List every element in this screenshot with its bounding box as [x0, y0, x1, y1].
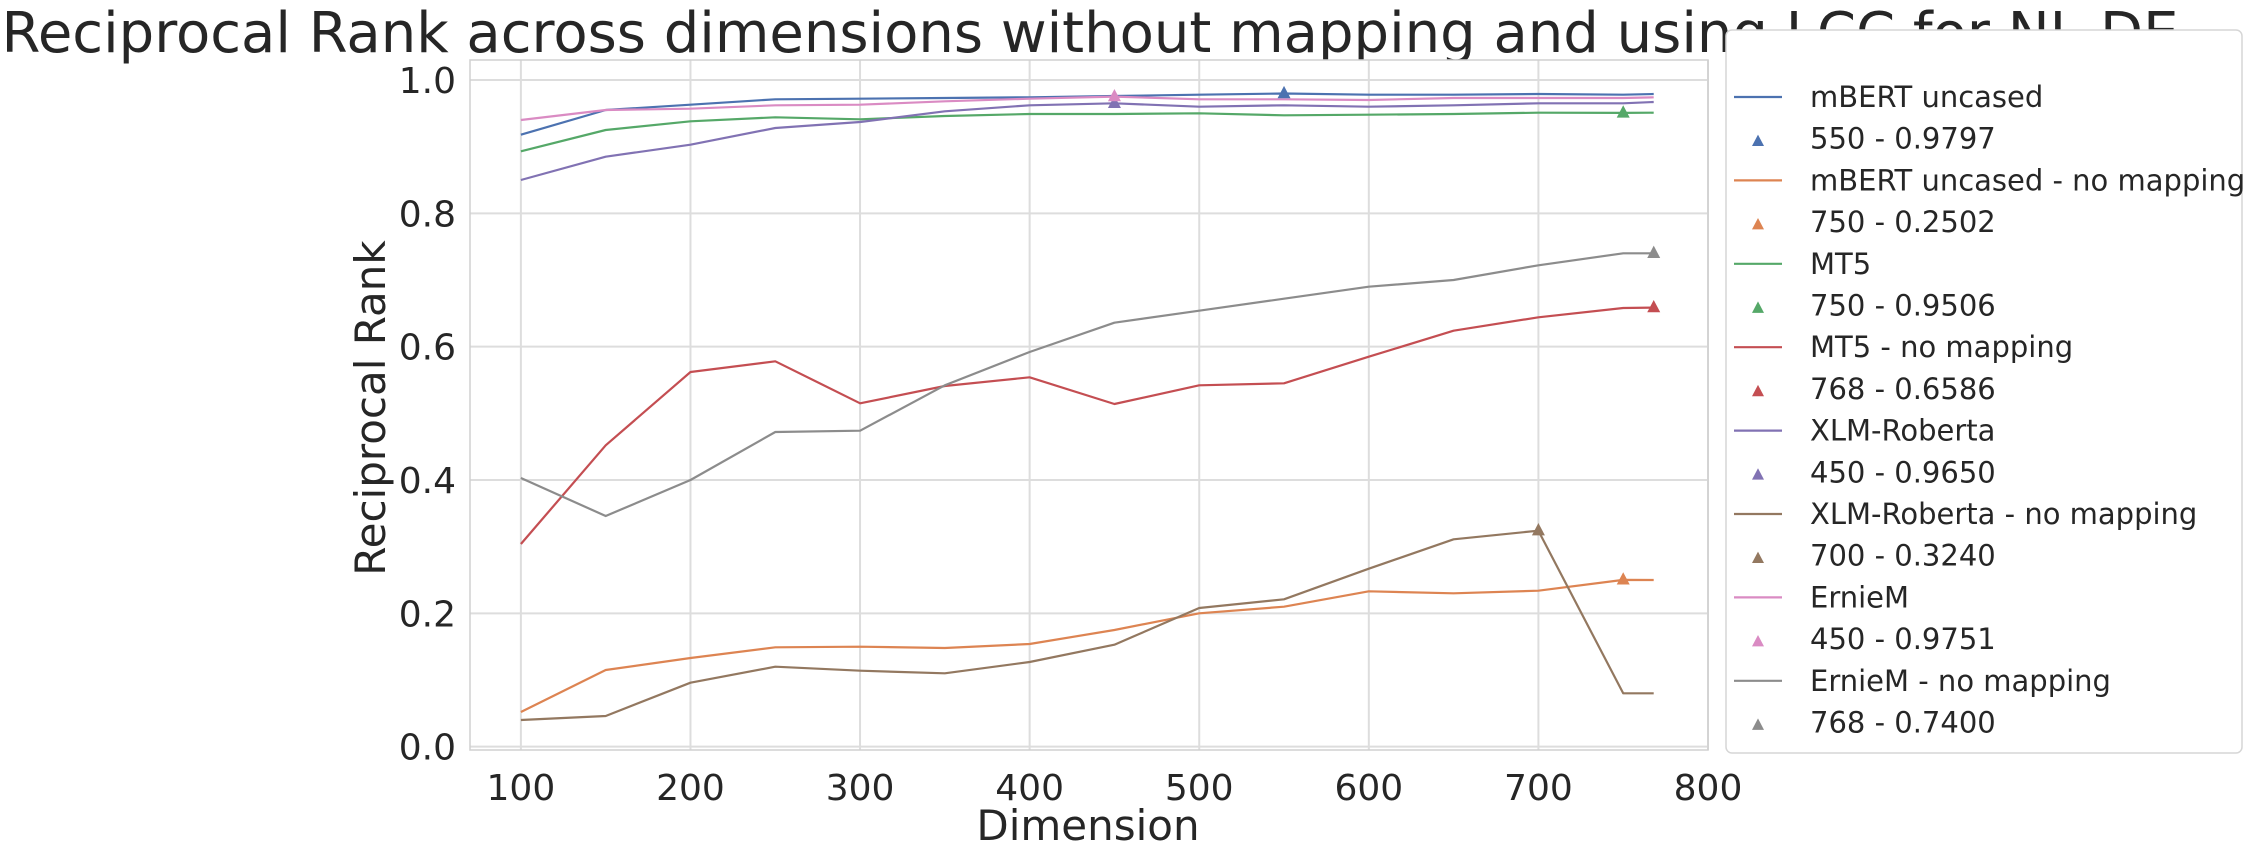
legend-label: XLM-Roberta - no mapping: [1810, 497, 2197, 531]
series-markers: [1107, 85, 1661, 585]
series-line: [520, 306, 1654, 545]
series-marker: [1531, 523, 1545, 536]
x-tick-label: 300: [826, 768, 895, 809]
legend-label: MT5 - no mapping: [1810, 330, 2073, 364]
legend-label: MT5: [1810, 247, 1871, 281]
legend-marker-swatch: [1752, 718, 1764, 730]
y-tick-label: 0.4: [399, 461, 456, 502]
x-axis-label: Dimension: [976, 801, 1199, 850]
legend-label: mBERT uncased: [1810, 80, 2043, 114]
series-marker: [1107, 95, 1121, 109]
legend-label: ErnieM: [1810, 580, 1909, 614]
x-tick-label: 800: [1674, 768, 1743, 809]
x-tick-label: 700: [1504, 768, 1573, 809]
legend-label: 450 - 0.9650: [1810, 455, 1996, 489]
legend-label: mBERT uncased - no mapping: [1810, 163, 2245, 197]
legend-marker-swatch: [1752, 551, 1764, 564]
series-line: [520, 578, 1654, 713]
legend: mBERT uncased 550 - 0.9797 mBERT uncased -…: [1725, 29, 2245, 754]
x-tick-label: 600: [1334, 768, 1403, 809]
legend-marker-swatch: [1752, 635, 1764, 647]
y-tick-label: 0.2: [399, 594, 456, 635]
series-marker: [1647, 245, 1661, 259]
y-tick-label: 1.0: [399, 61, 456, 102]
legend-marker-swatch: [1752, 301, 1764, 313]
x-tick-label: 100: [487, 768, 556, 809]
series-marker: [1616, 105, 1630, 118]
series-marker: [1107, 88, 1121, 102]
legend-label: 550 - 0.9797: [1810, 122, 1996, 156]
legend-label: 768 - 0.6586: [1810, 372, 1996, 406]
series-line: [520, 111, 1654, 153]
series-marker: [1647, 299, 1661, 313]
plot-area: [469, 59, 1709, 751]
legend-box: [1725, 29, 2243, 754]
legend-label: 750 - 0.9506: [1810, 289, 1996, 323]
y-tick-label: 0.6: [399, 328, 456, 369]
y-axis-label: Reciprocal Rank: [346, 240, 395, 576]
x-tick-label: 200: [656, 768, 725, 809]
x-axis-ticks: 100 200 300 400 500 600 700 800: [487, 768, 1743, 809]
series-marker: [1616, 572, 1630, 585]
x-tick-label: 400: [995, 768, 1064, 809]
legend-marker-swatch: [1752, 468, 1764, 480]
x-tick-label: 500: [1165, 768, 1234, 809]
legend-label: ErnieM - no mapping: [1810, 664, 2111, 698]
legend-marker-swatch: [1752, 384, 1764, 397]
y-tick-label: 0.0: [399, 728, 456, 769]
series-line: [520, 529, 1654, 722]
legend-label: 750 - 0.2502: [1810, 205, 1996, 239]
series-marker: [1277, 85, 1291, 99]
legend-marker-swatch: [1752, 134, 1764, 147]
legend-label: 450 - 0.9751: [1810, 622, 1996, 656]
plot-background: [470, 60, 1708, 750]
legend-label: 700 - 0.3240: [1810, 539, 1996, 573]
legend-label: 768 - 0.7400: [1810, 706, 1996, 740]
legend-label: XLM-Roberta: [1810, 414, 1995, 448]
y-axis-ticks: 0.0 0.2 0.4 0.6 0.8 1.0: [399, 61, 456, 769]
plot-frame: [469, 59, 1709, 751]
legend-marker-swatch: [1752, 218, 1764, 230]
series-line: [520, 252, 1654, 518]
y-tick-label: 0.8: [399, 194, 456, 235]
